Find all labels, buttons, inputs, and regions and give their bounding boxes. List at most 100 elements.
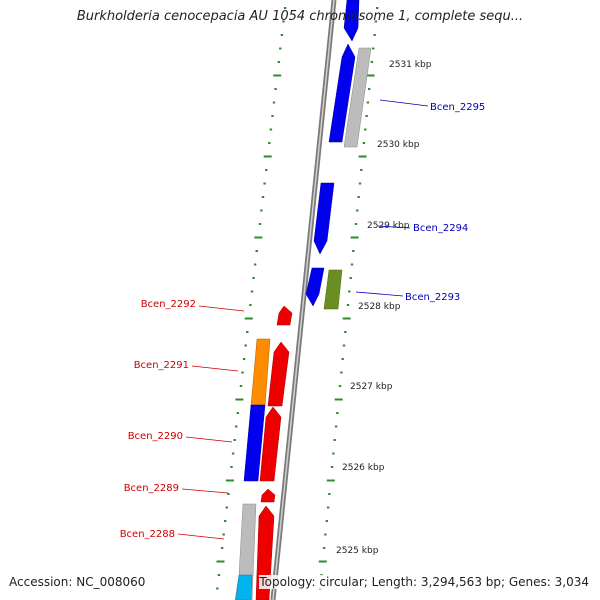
outer-ring-tick <box>376 7 379 9</box>
outer-ring-tick <box>344 331 347 333</box>
outer-ring-tick <box>354 223 358 225</box>
outer-ring-tick <box>365 115 368 117</box>
outer-ring-tick <box>360 169 363 171</box>
inner-ring-tick <box>235 425 238 428</box>
forward-strand-features <box>305 0 372 310</box>
gene-label-bcen-2288[interactable]: Bcen_2288 <box>120 529 175 540</box>
outer-ring-tick <box>357 196 360 198</box>
inner-ring-tick <box>230 466 233 468</box>
scale-label: 2531 kbp <box>389 60 432 70</box>
outer-ring-tick <box>336 412 339 414</box>
inner-ring-tick <box>220 547 224 549</box>
outer-ring-tick <box>338 385 342 387</box>
outer-ring-tick <box>350 263 354 266</box>
outer-ring-tick <box>366 74 375 77</box>
inner-ring-tick <box>277 61 280 63</box>
inner-ring-tick <box>224 520 227 522</box>
outer-ring-tick <box>350 236 359 239</box>
gene-arrow-bcen-2291[interactable] <box>267 341 290 407</box>
inner-ring-tick <box>249 304 252 306</box>
gene-label-bcen-2293[interactable]: Bcen_2293 <box>405 292 460 303</box>
inner-ring-tick <box>244 344 247 347</box>
inner-ring-tick <box>217 574 221 576</box>
outer-ring-tick <box>364 128 367 131</box>
outer-ring-tick <box>362 142 366 144</box>
guide-rings <box>216 7 379 590</box>
feature-bar-orange-2291[interactable] <box>250 338 271 407</box>
outer-ring-tick <box>358 155 367 158</box>
outer-ring-tick <box>352 250 355 252</box>
gene-arrow-bcen-2289[interactable] <box>260 488 276 503</box>
inner-ring-tick <box>252 277 255 279</box>
inner-ring-tick <box>258 223 262 225</box>
reverse-strand-features <box>234 305 293 600</box>
outer-ring-tick <box>370 61 374 63</box>
inner-ring-tick <box>271 115 274 117</box>
outer-ring-tick <box>322 547 326 549</box>
gene-label-bcen-2291[interactable]: Bcen_2291 <box>134 360 189 371</box>
accession-text: Accession: NC_008060 <box>9 575 146 589</box>
outer-ring-tick <box>342 344 346 347</box>
inner-ring-tick <box>246 331 249 333</box>
outer-ring-tick <box>326 506 330 509</box>
outer-ring-tick <box>373 34 376 36</box>
inner-ring-tick <box>255 250 258 252</box>
inner-ring-tick <box>279 47 282 50</box>
outer-ring-tick <box>374 20 378 23</box>
scale-label: 2528 kbp <box>358 302 401 312</box>
outer-ring-tick <box>328 493 331 495</box>
inner-ring-tick <box>282 20 285 23</box>
outer-ring-tick <box>332 452 335 455</box>
outer-ring-tick <box>324 533 327 536</box>
gene-arrow-bcen-2290[interactable] <box>259 406 282 482</box>
scale-labels: 2531 kbp 2530 kbp 2529 kbp 2528 kbp 2527… <box>336 60 432 556</box>
inner-ring-tick <box>253 263 257 266</box>
gene-arrow-bcen-2294[interactable] <box>313 182 335 255</box>
inner-ring-tick <box>235 398 244 401</box>
inner-ring-tick <box>233 439 236 441</box>
scale-label: 2526 kbp <box>342 463 385 473</box>
inner-ring-tick <box>280 34 284 36</box>
inner-ring-tick <box>263 155 272 158</box>
outer-ring-tick <box>372 47 375 50</box>
scale-label: 2525 kbp <box>336 546 379 556</box>
feature-bar-blue-2290[interactable] <box>243 404 266 482</box>
inner-ring-tick <box>261 196 265 198</box>
inner-ring-tick <box>268 142 271 144</box>
outer-ring-tick <box>334 398 343 401</box>
gene-arrow-bcen-2295[interactable] <box>328 43 356 143</box>
inner-ring-tick <box>260 209 263 212</box>
outer-ring-tick <box>356 209 359 212</box>
inner-ring-tick <box>241 371 244 374</box>
gene-labels: Bcen_2295 Bcen_2294 Bcen_2293 Bcen_2292 … <box>120 99 485 540</box>
inner-ring-tick <box>222 533 225 536</box>
outer-ring-tick <box>342 317 351 320</box>
gene-label-bcen-2289[interactable]: Bcen_2289 <box>124 483 179 494</box>
gene-label-bcen-2295[interactable]: Bcen_2295 <box>430 102 485 113</box>
feature-bar-cyan-2288[interactable] <box>235 574 253 600</box>
inner-ring-tick <box>244 317 253 320</box>
outer-ring-tick <box>330 466 334 468</box>
outer-ring-tick <box>341 358 344 360</box>
gene-label-bcen-2292[interactable]: Bcen_2292 <box>141 299 196 310</box>
inner-ring-tick <box>254 236 263 239</box>
gene-arrow-bcen-2293[interactable] <box>305 267 325 307</box>
map-title: Burkholderia cenocepacia AU 1054 chromos… <box>76 9 524 24</box>
scale-label: 2527 kbp <box>350 382 393 392</box>
outer-ring-tick <box>318 560 327 563</box>
inner-ring-tick <box>227 493 230 495</box>
feature-bar-olive-2293[interactable] <box>323 269 343 310</box>
outer-ring-tick <box>340 371 343 374</box>
scale-label: 2530 kbp <box>377 140 420 150</box>
gene-label-bcen-2290[interactable]: Bcen_2290 <box>128 431 183 442</box>
inner-ring-tick <box>265 169 268 171</box>
feature-bar-gray-2295[interactable] <box>343 47 372 148</box>
outer-ring-tick <box>326 479 335 482</box>
gene-arrow-bcen-2292[interactable] <box>276 305 293 326</box>
outer-ring-tick <box>349 277 352 279</box>
chromosome-backbone <box>270 0 337 600</box>
gene-label-bcen-2294[interactable]: Bcen_2294 <box>413 223 468 234</box>
inner-ring-tick <box>269 128 273 131</box>
gene-arrow-blue-top[interactable] <box>343 0 360 42</box>
inner-ring-tick <box>225 506 228 509</box>
